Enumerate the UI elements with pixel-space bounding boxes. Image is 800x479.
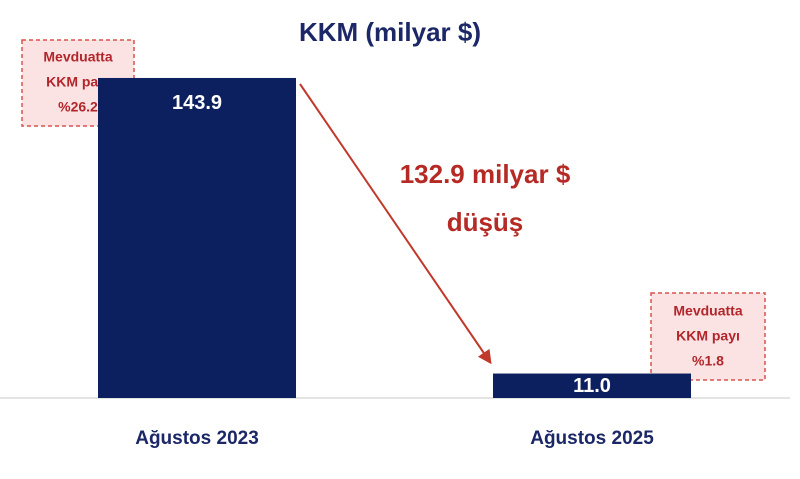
box-text: KKM payı (46, 74, 110, 90)
share-box: Mevduatta KKM payı %1.8 (650, 292, 766, 381)
bar (98, 77, 296, 398)
box-frame (650, 292, 766, 381)
bar (493, 373, 691, 398)
drop-text: düşüş (447, 207, 524, 237)
box-text: Mevduatta (43, 49, 112, 65)
drop-arrow (299, 83, 492, 365)
x-tick-label: Ağustos 2025 (530, 428, 654, 449)
x-tick-label: Ağustos 2023 (135, 428, 259, 449)
drop-text: 132.9 milyar $ (400, 159, 571, 189)
value-label: 143.9 (172, 92, 222, 114)
box-text: %26.2 (58, 99, 98, 115)
value-label: 11.0 (573, 375, 611, 397)
box-text: Mevduatta (673, 303, 742, 319)
box-text: KKM payı (676, 328, 740, 344)
box-text: %1.8 (692, 353, 724, 369)
chart-title: KKM (milyar $) (299, 17, 481, 47)
